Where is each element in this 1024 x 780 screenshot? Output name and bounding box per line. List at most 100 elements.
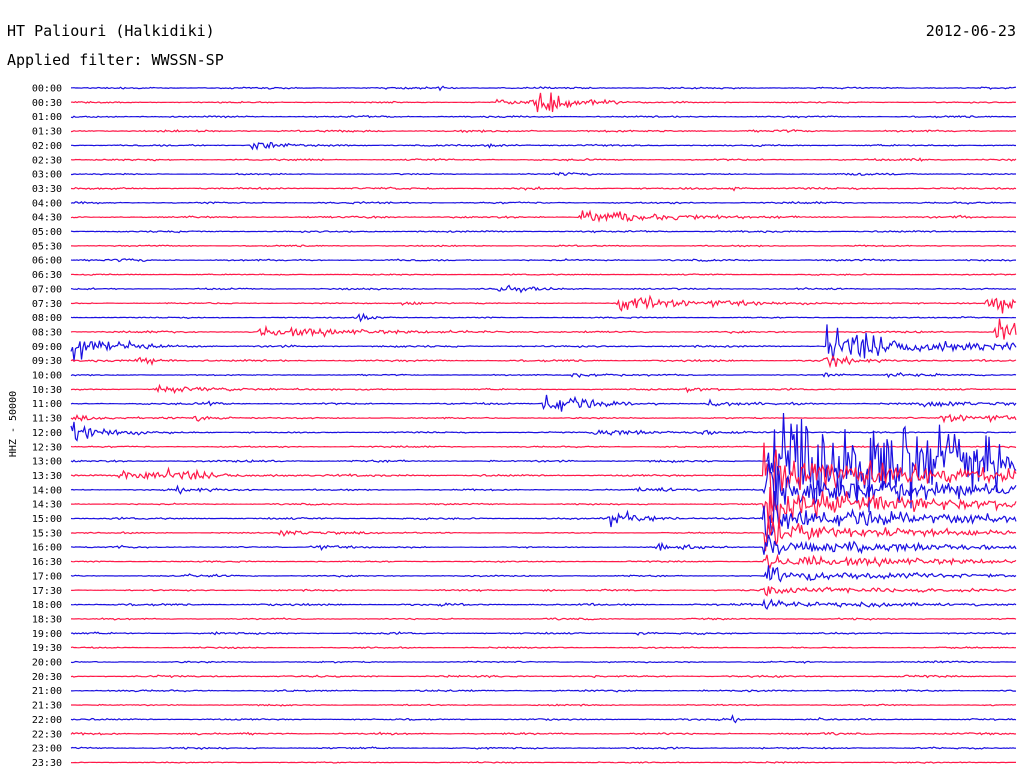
- trace-row-0700: [70, 284, 1017, 294]
- row-label: 23:30: [32, 758, 62, 769]
- trace-row-2030: [70, 674, 1017, 679]
- trace-row-0330: [70, 186, 1017, 192]
- trace-row-0830: [70, 318, 1017, 340]
- channel-label: HHZ - 50000: [8, 391, 19, 457]
- trace-row-1400: [70, 460, 1017, 505]
- row-label: 17:00: [32, 571, 62, 582]
- trace-row-1200: [70, 421, 1017, 442]
- trace-row-0300: [71, 171, 1016, 176]
- trace-row-1100: [70, 394, 1017, 412]
- trace-row-0630: [70, 273, 1017, 277]
- trace-row-1530: [70, 517, 1017, 552]
- trace-row-1500: [70, 491, 1017, 539]
- row-label: 08:30: [32, 327, 62, 338]
- trace-row-1330: [70, 442, 1017, 512]
- row-label: 02:30: [32, 155, 62, 166]
- row-label: 14:00: [32, 485, 62, 496]
- row-label: 12:30: [32, 442, 62, 453]
- row-label: 15:30: [32, 528, 62, 539]
- trace-row-0130: [70, 129, 1017, 134]
- row-label: 18:00: [32, 600, 62, 611]
- trace-row-0000: [70, 85, 1017, 92]
- row-label: 12:00: [32, 428, 62, 439]
- row-label: 10:30: [32, 385, 62, 396]
- station-title: HT Paliouri (Halkidiki): [7, 22, 215, 40]
- trace-row-1030: [70, 383, 1017, 395]
- trace-row-1830: [70, 617, 1017, 621]
- row-label: 14:30: [32, 500, 62, 511]
- trace-row-1600: [70, 534, 1017, 555]
- row-label: 11:00: [32, 399, 62, 410]
- trace-row-0200: [71, 141, 1016, 151]
- trace-row-0400: [70, 200, 1017, 205]
- trace-row-1900: [70, 631, 1017, 636]
- row-label: 08:00: [32, 313, 62, 324]
- applied-filter: Applied filter: WWSSN-SP: [7, 51, 224, 69]
- row-label: 10:00: [32, 371, 62, 382]
- trace-row-1800: [70, 598, 1017, 610]
- trace-row-1730: [70, 586, 1017, 597]
- row-label: 11:30: [32, 414, 62, 425]
- trace-row-2230: [70, 731, 1017, 736]
- row-label: 21:00: [32, 686, 62, 697]
- row-label: 05:30: [32, 241, 62, 252]
- row-label: 07:30: [32, 299, 62, 310]
- trace-row-1130: [70, 413, 1017, 424]
- trace-row-0230: [70, 157, 1017, 162]
- row-label: 20:30: [32, 672, 62, 683]
- trace-row-2000: [70, 660, 1017, 664]
- trace-row-0030: [70, 92, 1017, 113]
- trace-row-2130: [71, 703, 1017, 707]
- row-label: 04:00: [32, 198, 62, 209]
- row-label: 02:00: [32, 141, 62, 152]
- row-label: 06:30: [32, 270, 62, 281]
- trace-row-2100: [71, 689, 1017, 693]
- row-label: 03:00: [32, 170, 62, 181]
- row-label: 13:30: [32, 471, 62, 482]
- row-label: 16:00: [32, 543, 62, 554]
- row-label: 01:00: [32, 112, 62, 123]
- row-label: 00:00: [32, 84, 62, 95]
- row-label: 09:00: [32, 342, 62, 353]
- trace-row-0730: [70, 294, 1017, 314]
- trace-row-1700: [70, 565, 1017, 583]
- trace-row-2330: [70, 760, 1017, 764]
- row-label: 19:30: [32, 643, 62, 654]
- trace-row-2300: [70, 746, 1016, 750]
- trace-row-0530: [70, 244, 1017, 248]
- trace-row-1230: [70, 445, 1017, 449]
- trace-row-0100: [70, 115, 1016, 119]
- row-label: 07:00: [32, 284, 62, 295]
- row-label: 19:00: [32, 629, 62, 640]
- record-date: 2012-06-23: [925, 22, 1016, 40]
- row-label: 09:30: [32, 356, 62, 367]
- trace-row-1300: [70, 412, 1017, 513]
- row-label: 22:30: [32, 729, 62, 740]
- trace-group: [70, 85, 1017, 764]
- row-label: 23:00: [32, 744, 62, 755]
- row-label: 15:00: [32, 514, 62, 525]
- row-label: 01:30: [32, 127, 62, 138]
- row-label: 03:30: [32, 184, 62, 195]
- trace-row-0500: [70, 229, 1017, 234]
- trace-row-2200: [70, 713, 1017, 724]
- row-label: 21:30: [32, 701, 62, 712]
- row-label: 18:30: [32, 614, 62, 625]
- trace-row-1000: [70, 372, 1017, 379]
- row-label-group: 00:00 00:30 01:00 01:30 02:00 02:30 03:00 03:30…: [32, 84, 62, 769]
- row-label: 20:00: [32, 658, 62, 669]
- row-label: 06:00: [32, 256, 62, 267]
- trace-row-1630: [70, 553, 1017, 570]
- row-label: 22:00: [32, 715, 62, 726]
- trace-row-1930: [70, 646, 1017, 650]
- row-label: 13:00: [32, 457, 62, 468]
- trace-row-0430: [70, 209, 1017, 223]
- row-label: 00:30: [32, 98, 62, 109]
- trace-row-0900: [70, 324, 1017, 361]
- row-label: 04:30: [32, 213, 62, 224]
- trace-row-0600: [70, 258, 1016, 263]
- row-label: 05:00: [32, 227, 62, 238]
- trace-row-1430: [71, 486, 1017, 529]
- trace-row-0930: [70, 354, 1017, 369]
